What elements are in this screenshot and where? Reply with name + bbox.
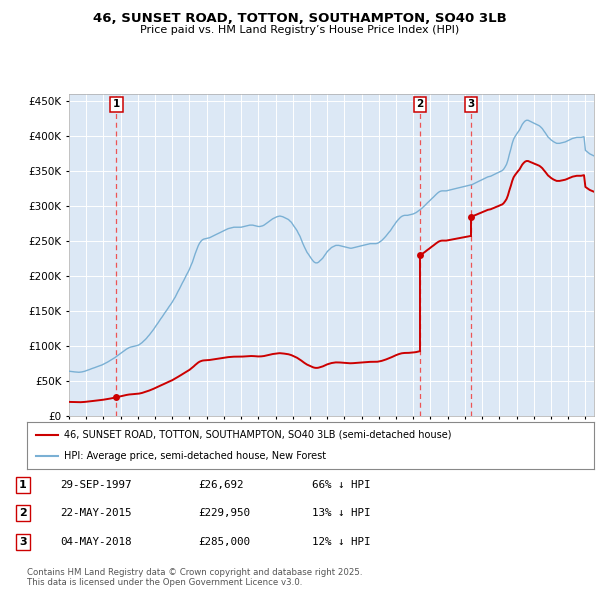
Text: 66% ↓ HPI: 66% ↓ HPI [312, 480, 371, 490]
Text: 04-MAY-2018: 04-MAY-2018 [60, 537, 131, 546]
Text: £285,000: £285,000 [198, 537, 250, 546]
Text: HPI: Average price, semi-detached house, New Forest: HPI: Average price, semi-detached house,… [64, 451, 326, 461]
Text: 3: 3 [467, 99, 475, 109]
Text: 2: 2 [19, 509, 26, 518]
Text: 3: 3 [19, 537, 26, 546]
Text: 1: 1 [113, 99, 120, 109]
Text: 29-SEP-1997: 29-SEP-1997 [60, 480, 131, 490]
Text: 22-MAY-2015: 22-MAY-2015 [60, 509, 131, 518]
Text: 13% ↓ HPI: 13% ↓ HPI [312, 509, 371, 518]
Text: Contains HM Land Registry data © Crown copyright and database right 2025.
This d: Contains HM Land Registry data © Crown c… [27, 568, 362, 587]
Text: Price paid vs. HM Land Registry’s House Price Index (HPI): Price paid vs. HM Land Registry’s House … [140, 25, 460, 35]
Text: 46, SUNSET ROAD, TOTTON, SOUTHAMPTON, SO40 3LB (semi-detached house): 46, SUNSET ROAD, TOTTON, SOUTHAMPTON, SO… [64, 430, 451, 440]
Text: £26,692: £26,692 [198, 480, 244, 490]
Text: 1: 1 [19, 480, 26, 490]
Text: 46, SUNSET ROAD, TOTTON, SOUTHAMPTON, SO40 3LB: 46, SUNSET ROAD, TOTTON, SOUTHAMPTON, SO… [93, 12, 507, 25]
Text: 2: 2 [416, 99, 424, 109]
Text: £229,950: £229,950 [198, 509, 250, 518]
Text: 12% ↓ HPI: 12% ↓ HPI [312, 537, 371, 546]
